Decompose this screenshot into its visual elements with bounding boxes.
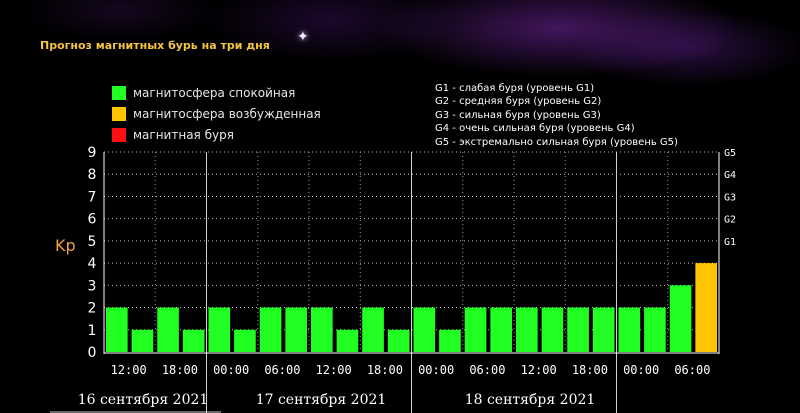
legend-label-excited: магнитосфера возбужденная	[133, 106, 321, 121]
bar-16	[516, 307, 538, 352]
right-tick-label: G2	[724, 215, 736, 226]
bar-9	[336, 329, 359, 352]
page-title: Прогноз магнитных бурь на три дня	[40, 39, 270, 52]
y-tick-label: 6	[88, 212, 97, 228]
x-tick-label: 06:00	[264, 363, 300, 377]
legend-item-excited: магнитосфера возбужденная	[112, 103, 321, 124]
bar-2	[157, 307, 179, 352]
right-tick-label: G4	[724, 170, 736, 181]
y-tick-label: 8	[88, 167, 97, 183]
x-tick-label: 18:00	[162, 363, 198, 377]
bar-8	[311, 307, 333, 352]
day-label: 16 сентября 2021	[78, 392, 209, 408]
right-tick-label: G3	[724, 192, 736, 203]
bar-22	[669, 285, 692, 352]
legend-label-storm: магнитная буря	[133, 127, 234, 142]
y-tick-label: 1	[88, 323, 97, 339]
legend-item-storm: магнитная буря	[112, 124, 321, 145]
bar-5	[234, 329, 256, 352]
bar-1	[131, 329, 154, 352]
legend-swatch-storm	[112, 127, 126, 142]
bar-18	[567, 307, 589, 352]
legend-label-quiet: магнитосфера спокойная	[133, 85, 296, 100]
legend-item-quiet: магнитосфера спокойная	[112, 82, 321, 103]
bar-12	[413, 307, 436, 352]
y-tick-label: 0	[88, 345, 97, 361]
y-tick-label: 7	[88, 189, 97, 205]
bar-14	[464, 307, 487, 352]
storm-level-g3: G3 - сильная буря (уровень G3)	[435, 109, 601, 121]
storm-level-g1: G1 - слабая буря (уровень G1)	[435, 83, 595, 94]
storm-level-g4: G4 - очень сильная буря (уровень G4)	[435, 123, 635, 135]
y-tick-label: 5	[88, 234, 97, 250]
right-tick-label: G5	[724, 148, 736, 159]
x-tick-label: 12:00	[521, 363, 557, 377]
x-tick-label: 18:00	[367, 363, 403, 377]
x-tick-label: 00:00	[623, 363, 659, 377]
y-tick-label: 2	[88, 301, 97, 317]
storm-level-g5: G5 - экстремально сильная буря (уровень …	[435, 136, 678, 148]
x-tick-label: 12:00	[111, 363, 147, 377]
bar-3	[182, 329, 205, 352]
bar-0	[106, 307, 128, 352]
bar-4	[208, 307, 231, 352]
bar-6	[259, 307, 282, 352]
sparkle-star-icon: ✦	[297, 29, 309, 45]
bar-20	[618, 307, 641, 352]
right-tick-label: G1	[724, 237, 736, 248]
bar-21	[644, 307, 666, 352]
day-label: 17 сентября 2021	[256, 392, 387, 408]
legend-swatch-excited	[112, 106, 126, 121]
bar-10	[362, 307, 384, 352]
bar-11	[387, 329, 410, 352]
x-tick-label: 18:00	[572, 363, 608, 377]
bar-13	[439, 329, 461, 352]
storm-level-g2: G2 - средняя буря (уровень G2)	[435, 96, 602, 108]
bar-7	[285, 307, 307, 352]
x-tick-label: 06:00	[674, 363, 710, 377]
bar-17	[541, 307, 564, 352]
y-tick-label: 9	[88, 145, 97, 161]
x-tick-label: 00:00	[213, 363, 249, 377]
y-tick-label: 4	[88, 256, 97, 272]
legend-activity: магнитосфера спокойная магнитосфера возб…	[112, 82, 321, 145]
x-tick-label: 12:00	[316, 363, 352, 377]
y-axis-label: Kp	[55, 236, 76, 255]
x-tick-label: 06:00	[469, 363, 505, 377]
legend-swatch-quiet	[112, 85, 126, 100]
x-tick-label: 00:00	[418, 363, 454, 377]
y-tick-label: 3	[88, 278, 97, 294]
bar-15	[490, 307, 512, 352]
bar-19	[592, 307, 615, 352]
day-label: 18 сентября 2021	[465, 392, 596, 408]
bar-23	[695, 263, 717, 352]
legend-storm-levels: G1 - слабая буря (уровень G1) G2 - средн…	[435, 82, 678, 149]
